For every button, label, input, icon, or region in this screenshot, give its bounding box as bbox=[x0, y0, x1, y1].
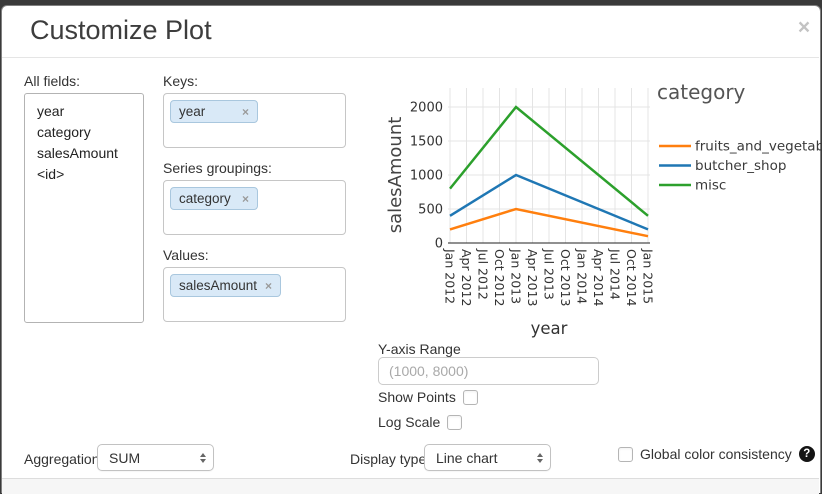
keys-box[interactable]: year × bbox=[163, 93, 346, 148]
svg-text:misc: misc bbox=[695, 178, 726, 194]
show-points-row: Show Points bbox=[378, 389, 478, 405]
y-axis-range-label: Y-axis Range bbox=[378, 341, 461, 357]
display-type-value: Line chart bbox=[436, 449, 498, 466]
log-scale-checkbox[interactable] bbox=[447, 414, 463, 430]
series-tag[interactable]: category × bbox=[170, 187, 258, 210]
all-fields-list[interactable]: year category salesAmount <id> bbox=[24, 93, 144, 323]
dropdown-arrows-icon bbox=[537, 452, 543, 463]
svg-text:Jan 2012: Jan 2012 bbox=[443, 248, 458, 304]
display-type-label: Display type: bbox=[350, 451, 431, 467]
field-item[interactable]: category bbox=[37, 124, 91, 140]
show-points-checkbox[interactable] bbox=[462, 389, 478, 405]
key-tag-label: year bbox=[179, 104, 206, 119]
global-color-label: Global color consistency bbox=[640, 446, 792, 462]
value-tag-label: salesAmount bbox=[179, 278, 258, 293]
line-chart: 0 500 1000 1500 2000 Jan 2012 Apr 2012 Jul 2012… bbox=[385, 80, 822, 338]
svg-text:Jul 2013: Jul 2013 bbox=[542, 248, 557, 300]
close-icon[interactable]: × bbox=[797, 16, 811, 39]
series-tag-label: category bbox=[179, 191, 231, 206]
svg-text:Jan 2015: Jan 2015 bbox=[641, 248, 656, 304]
help-icon[interactable]: ? bbox=[798, 446, 815, 462]
field-item[interactable]: salesAmount bbox=[37, 145, 118, 161]
remove-tag-icon[interactable]: × bbox=[241, 191, 249, 206]
show-points-label: Show Points bbox=[378, 389, 456, 405]
remove-tag-icon[interactable]: × bbox=[265, 278, 273, 293]
svg-text:1500: 1500 bbox=[410, 135, 443, 150]
keys-label: Keys: bbox=[163, 73, 199, 89]
values-box[interactable]: salesAmount × bbox=[163, 267, 346, 322]
svg-text:Oct 2014: Oct 2014 bbox=[624, 249, 639, 306]
global-color-checkbox[interactable] bbox=[618, 446, 633, 462]
svg-text:Oct 2012: Oct 2012 bbox=[492, 249, 507, 306]
all-fields-label: All fields: bbox=[24, 73, 81, 89]
svg-text:Jan 2014: Jan 2014 bbox=[575, 248, 590, 304]
svg-text:0: 0 bbox=[435, 237, 443, 252]
svg-text:year: year bbox=[531, 319, 568, 338]
values-label: Values: bbox=[163, 247, 209, 263]
dropdown-arrows-icon bbox=[200, 452, 206, 463]
svg-text:Jul 2012: Jul 2012 bbox=[476, 248, 491, 300]
y-axis-range-input[interactable] bbox=[378, 357, 599, 385]
series-groupings-box[interactable]: category × bbox=[163, 180, 346, 235]
svg-text:Jul 2014: Jul 2014 bbox=[608, 248, 623, 300]
svg-text:Apr 2013: Apr 2013 bbox=[525, 249, 540, 306]
field-item[interactable]: <id> bbox=[37, 166, 65, 182]
svg-text:Oct 2013: Oct 2013 bbox=[558, 249, 573, 306]
svg-text:butcher_shop: butcher_shop bbox=[695, 158, 786, 174]
log-scale-row: Log Scale bbox=[378, 414, 463, 430]
svg-text:Jan 2013: Jan 2013 bbox=[509, 248, 524, 304]
svg-text:2000: 2000 bbox=[410, 101, 443, 116]
dialog-footer bbox=[2, 478, 819, 494]
field-item[interactable]: year bbox=[37, 103, 65, 119]
value-tag[interactable]: salesAmount × bbox=[170, 274, 282, 297]
svg-text:fruits_and_vegetables: fruits_and_vegetables bbox=[695, 139, 822, 155]
aggregation-value: SUM bbox=[109, 449, 141, 466]
global-color-row: Global color consistency ? bbox=[618, 446, 815, 462]
svg-text:salesAmount: salesAmount bbox=[385, 117, 406, 234]
aggregation-label: Aggregation: bbox=[24, 451, 104, 467]
aggregation-select[interactable]: SUM bbox=[97, 444, 214, 471]
svg-text:500: 500 bbox=[418, 203, 443, 218]
series-groupings-label: Series groupings: bbox=[163, 160, 272, 176]
remove-tag-icon[interactable]: × bbox=[241, 104, 249, 119]
key-tag[interactable]: year × bbox=[170, 100, 258, 123]
svg-text:category: category bbox=[657, 80, 746, 104]
log-scale-label: Log Scale bbox=[378, 414, 441, 430]
display-type-select[interactable]: Line chart bbox=[424, 444, 551, 471]
svg-text:Apr 2012: Apr 2012 bbox=[459, 249, 474, 306]
svg-text:Apr 2014: Apr 2014 bbox=[591, 249, 606, 306]
page-title: Customize Plot bbox=[30, 15, 212, 45]
svg-text:1000: 1000 bbox=[410, 169, 443, 184]
header-divider bbox=[2, 57, 819, 58]
